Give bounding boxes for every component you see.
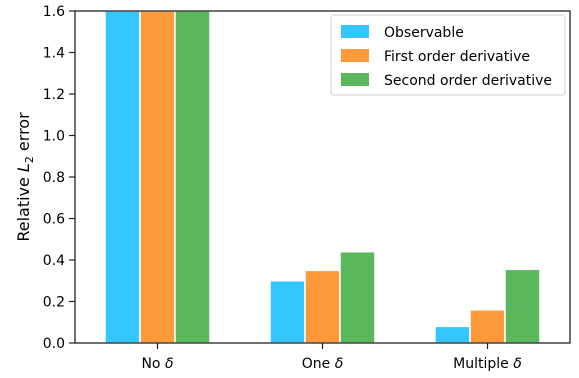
bar-2-1 — [139, 10, 176, 344]
y-axis-label-subscript: 2 — [23, 156, 36, 163]
y-tick-label: 1.4 — [43, 46, 65, 62]
legend-label-2: First order derivative — [384, 49, 530, 65]
delta-symbol: δ — [335, 356, 344, 372]
legend-label-1: Observable — [384, 25, 464, 41]
y-axis-ticks: 0.0 0.2 0.4 0.6 0.8 1.0 1.2 1.4 1.6 — [43, 4, 75, 352]
x-tick-label: One δ — [302, 356, 344, 372]
plot-frame — [74, 10, 571, 344]
bar-2-2 — [304, 269, 341, 344]
y-tick-label: 0.8 — [43, 170, 65, 186]
y-tick-label: 1.2 — [43, 87, 65, 103]
legend: Observable First order derivative Second o… — [330, 14, 566, 96]
delta-symbol: δ — [165, 356, 174, 372]
bar-1-1 — [104, 10, 141, 344]
y-axis-label-prefix: Relative — [14, 172, 33, 242]
legend-label-3: Second order derivative — [384, 73, 552, 89]
legend-box — [330, 14, 566, 96]
y-tick-label: 0.2 — [43, 295, 65, 311]
legend-swatch-2 — [341, 49, 369, 62]
y-axis-label-suffix: error — [14, 112, 33, 156]
x-axis-ticks: No δ One δ Multiple δ — [141, 343, 522, 372]
y-axis-label-symbol: L — [14, 163, 33, 172]
x-tick-label: Multiple δ — [453, 356, 522, 372]
bars — [104, 10, 541, 344]
y-tick-label: 1.6 — [43, 4, 65, 20]
bar-2-3 — [469, 309, 506, 344]
y-tick-label: 0.6 — [43, 212, 65, 228]
x-tick-label: No δ — [141, 356, 173, 372]
y-axis-label: Relative L2 error — [14, 112, 36, 242]
bar-3-2 — [339, 250, 376, 344]
bar-1-2 — [269, 280, 306, 344]
delta-symbol: δ — [513, 356, 522, 372]
legend-swatch-1 — [341, 25, 369, 38]
bar-3-1 — [174, 10, 211, 344]
bar-3-3 — [504, 268, 541, 344]
bar-1-3 — [434, 325, 471, 344]
y-tick-label: 1.0 — [43, 129, 65, 145]
y-tick-label: 0.4 — [43, 253, 65, 269]
y-tick-label: 0.0 — [43, 336, 65, 352]
legend-swatch-3 — [341, 73, 369, 86]
